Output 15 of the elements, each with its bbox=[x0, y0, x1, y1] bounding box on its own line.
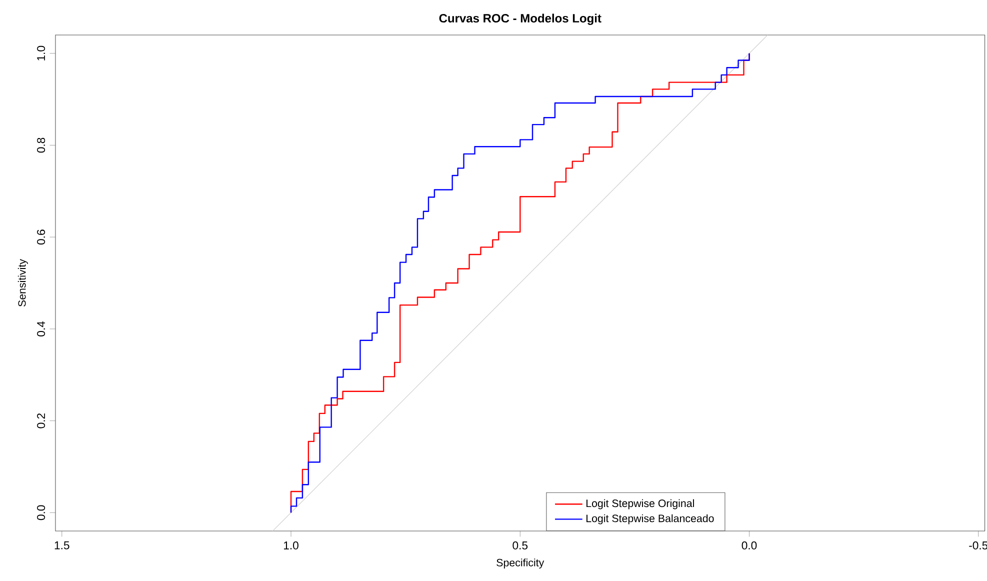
y-tick-label: 0.4 bbox=[37, 321, 46, 336]
x-axis-title: Specificity bbox=[496, 558, 544, 569]
y-tick-label: 1.0 bbox=[37, 46, 46, 60]
y-tick-label: 0.0 bbox=[37, 505, 46, 520]
y-tick-label: 0.2 bbox=[37, 413, 46, 428]
chart-title: Curvas ROC - Modelos Logit bbox=[439, 14, 602, 25]
legend-label: Logit Stepwise Balanceado bbox=[586, 514, 714, 524]
x-tick-label: 1.0 bbox=[284, 541, 298, 550]
legend-label: Logit Stepwise Original bbox=[586, 499, 694, 510]
y-axis-title: Sensitivity bbox=[18, 259, 28, 307]
y-tick-label: 0.6 bbox=[37, 230, 46, 245]
x-tick-label: 1.5 bbox=[54, 541, 70, 550]
x-tick-label: 0.0 bbox=[742, 541, 757, 550]
x-tick-label: 0.5 bbox=[512, 541, 528, 550]
y-tick-label: 0.8 bbox=[37, 138, 46, 153]
